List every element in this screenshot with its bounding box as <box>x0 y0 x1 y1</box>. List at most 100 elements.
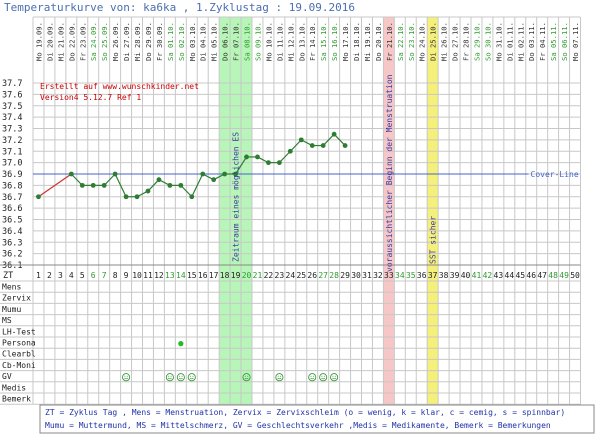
smiley-icon <box>187 373 196 382</box>
cycle-day-number: 13 <box>165 271 175 280</box>
observation-marks <box>122 341 339 382</box>
persona-dot <box>178 341 184 347</box>
band-menstruation <box>383 17 395 405</box>
temperature-point <box>167 182 173 188</box>
date-label: Mi 05.10. <box>210 22 219 61</box>
smiley-icon <box>122 373 131 382</box>
temperature-point <box>79 182 85 188</box>
cycle-day-number: 50 <box>570 271 580 280</box>
date-label: Mo 17.10. <box>341 22 350 61</box>
date-label: Fr 04.11. <box>538 22 547 61</box>
temperature-segment <box>180 184 193 198</box>
y-tick-label: 36.4 <box>2 227 22 237</box>
cycle-day-number: 27 <box>318 271 328 280</box>
smiley-eye <box>244 375 246 377</box>
cycle-day-number: 46 <box>526 271 536 280</box>
legend-line-1: ZT = Zyklus Tag , Mens = Menstruation, Z… <box>45 408 565 417</box>
highlight-bands <box>219 17 439 405</box>
smiley-face <box>308 373 317 382</box>
temperature-point <box>112 171 118 177</box>
date-label: Di 04.10. <box>199 22 208 61</box>
date-label: Sa 15.10. <box>319 22 328 61</box>
temperature-point <box>222 171 228 177</box>
cycle-day-number: 2 <box>47 271 52 280</box>
smiley-eye <box>124 375 126 377</box>
cycle-day-number: 9 <box>124 271 129 280</box>
smiley-eye <box>192 375 194 377</box>
band-sst <box>427 17 439 405</box>
legend-box <box>39 404 595 434</box>
cycle-day-number: 7 <box>102 271 107 280</box>
y-tick-label: 36.8 <box>2 181 22 191</box>
credits-line-2: Version4 5.12.7 Ref 1 <box>40 93 141 102</box>
date-label: Mo 07.11. <box>571 22 580 61</box>
date-label: Di 01.11. <box>505 22 514 61</box>
date-labels: Mo 19.09. Di 20.09. Mi 21.09. Do 22.09. Fr 2… <box>34 22 580 61</box>
grid-lines <box>32 16 581 405</box>
cycle-day-number: 3 <box>58 271 63 280</box>
cycle-day-number: 38 <box>439 271 449 280</box>
date-label: Do 13.10. <box>297 22 306 61</box>
date-label: Sa 01.10. <box>166 22 175 61</box>
temperature-point <box>309 143 315 148</box>
cycle-day-number: 17 <box>209 271 219 280</box>
temperature-point <box>189 194 195 200</box>
cycle-day-number: 33 <box>384 271 394 280</box>
cover-line-label: Cover-Line <box>531 170 579 179</box>
smiley-icon <box>176 373 185 382</box>
y-tick-label: 37.4 <box>2 113 22 123</box>
smiley-eye <box>168 375 170 377</box>
date-label: So 16.10. <box>330 22 339 61</box>
temperature-segment <box>235 156 248 175</box>
row-label: Persona <box>2 339 36 348</box>
temperature-point <box>200 171 206 177</box>
date-label: Mi 02.11. <box>516 22 525 61</box>
date-label: Do 20.10. <box>374 22 383 61</box>
row-label: Mens <box>2 283 21 292</box>
temperature-point <box>36 194 41 200</box>
temperature-point <box>101 182 107 188</box>
smiley-eye <box>179 375 181 377</box>
cycle-day-number: 41 <box>472 271 482 280</box>
chart-title: Temperaturkurve von: ka6ka , 1.Zyklustag… <box>4 1 355 14</box>
date-label: So 06.11. <box>560 22 569 61</box>
smiley-face <box>330 373 339 382</box>
smiley-icon <box>319 373 328 382</box>
date-label: Do 06.10. <box>221 22 230 61</box>
cycle-day-number: 1 <box>36 271 41 280</box>
y-tick-label: 37.3 <box>2 125 22 135</box>
y-tick-label: 36.2 <box>2 250 22 260</box>
smiley-mouth <box>277 377 282 380</box>
cycle-day-number: 40 <box>461 271 471 280</box>
temperature-segment <box>278 150 291 164</box>
date-label: So 09.10. <box>253 22 262 61</box>
date-label: Fr 14.10. <box>308 22 317 61</box>
cycle-day-number: 15 <box>187 271 197 280</box>
smiley-eye <box>190 375 192 377</box>
smiley-eye <box>247 375 249 377</box>
cycle-day-number: 23 <box>275 271 285 280</box>
date-label: Sa 24.09. <box>89 22 98 61</box>
cycle-day-number: 32 <box>373 271 383 280</box>
band-label-fertile: Zeitraum eines möglichen ES <box>232 132 241 262</box>
date-label: Mo 26.09. <box>111 22 120 61</box>
cycle-day-number: 5 <box>80 271 85 280</box>
date-label: Di 11.10. <box>275 22 284 61</box>
date-label: Sa 05.11. <box>549 22 558 61</box>
smiley-face <box>165 373 174 382</box>
smiley-icon <box>275 373 284 382</box>
smiley-eye <box>334 375 336 377</box>
y-tick-label: 37.6 <box>2 90 22 100</box>
smiley-face <box>242 373 251 382</box>
date-label: Fr 23.09. <box>78 22 87 61</box>
cycle-day-number: 43 <box>494 271 504 280</box>
temperature-point <box>90 182 96 188</box>
date-label: So 02.10. <box>177 22 186 61</box>
temperature-point <box>276 160 282 166</box>
y-tick-label: 36.9 <box>2 170 22 180</box>
date-label: Sa 29.10. <box>472 22 481 61</box>
temperature-point <box>331 131 337 137</box>
temperature-point <box>211 177 217 183</box>
date-label: Mi 21.09. <box>56 22 65 61</box>
